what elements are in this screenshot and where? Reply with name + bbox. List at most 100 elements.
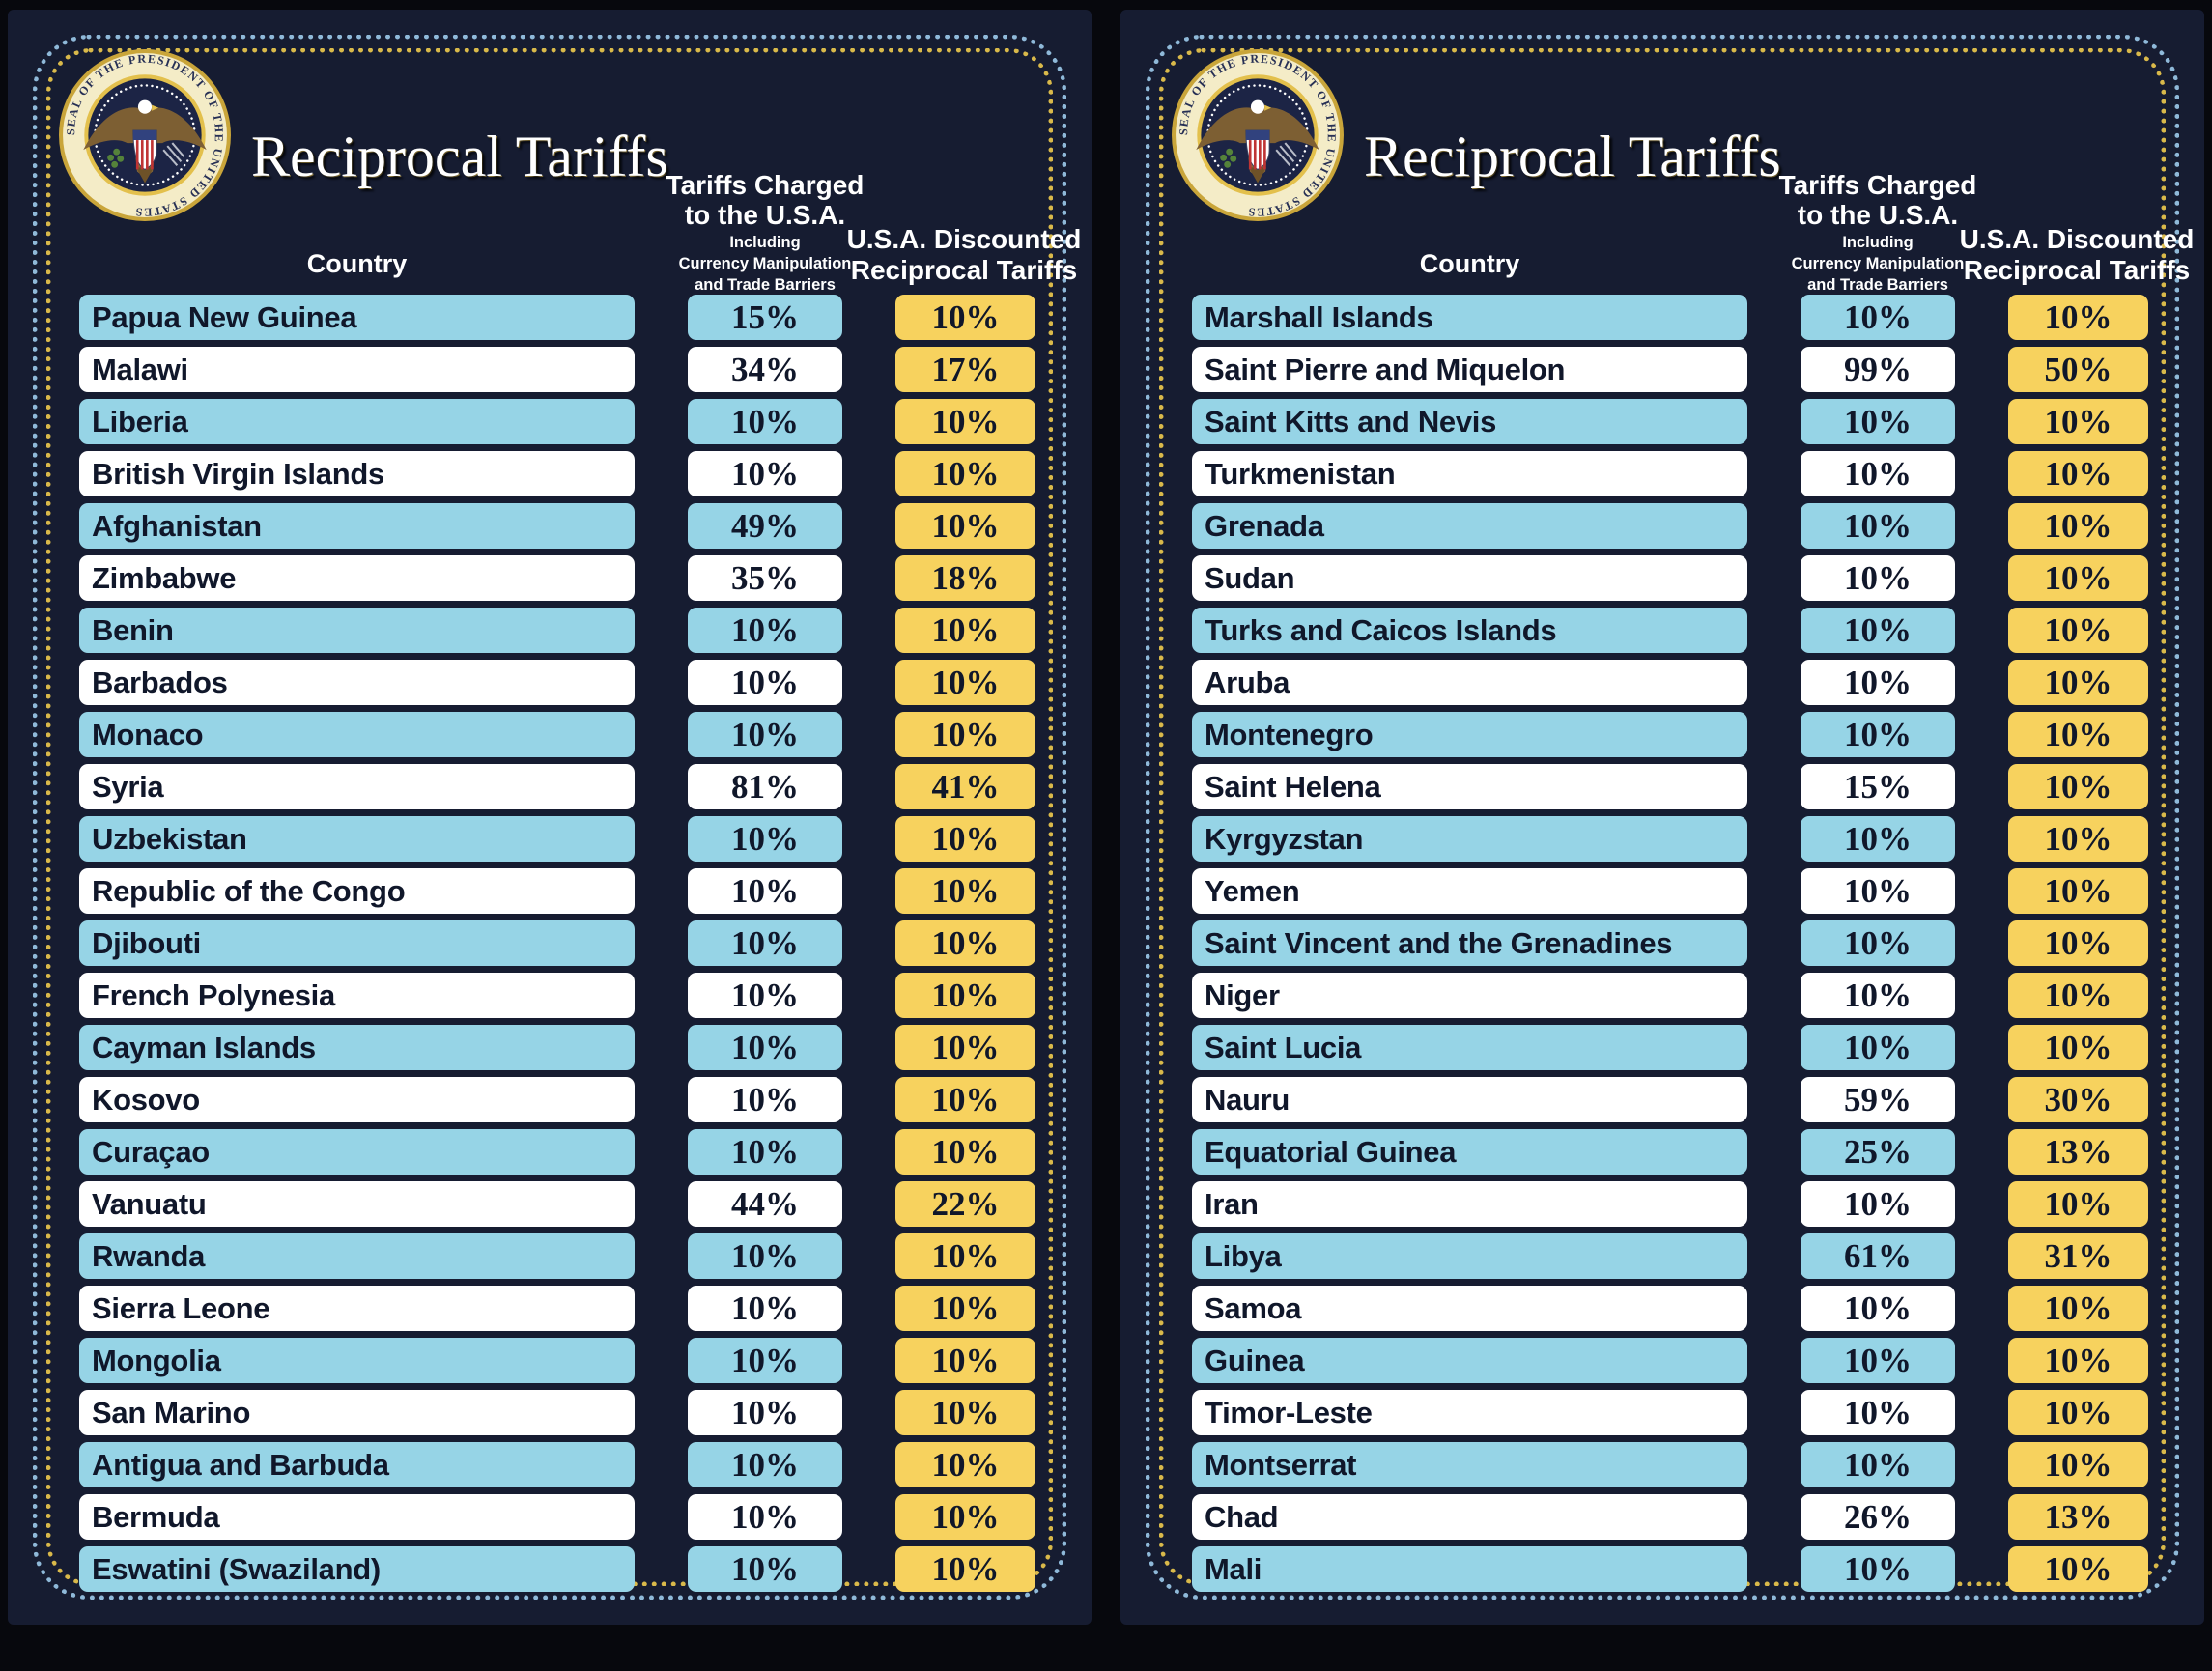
charged-cell: 10% (1801, 1025, 1955, 1070)
charged-value: 25% (1844, 1132, 1912, 1171)
country-label: Malawi (92, 352, 188, 386)
country-cell: Kyrgyzstan (1192, 816, 1747, 862)
table-row: Antigua and Barbuda 10% 10% (79, 1442, 1035, 1487)
discounted-cell: 17% (895, 347, 1035, 392)
table-row: Uzbekistan 10% 10% (79, 816, 1035, 862)
discounted-value: 10% (931, 1080, 1000, 1119)
discounted-value: 10% (931, 1028, 1000, 1066)
country-cell: Rwanda (79, 1233, 635, 1279)
charged-cell: 35% (688, 555, 842, 601)
discounted-cell: 10% (895, 1494, 1035, 1540)
country-label: Curaçao (92, 1134, 210, 1169)
discounted-value: 10% (931, 1236, 1000, 1275)
olive-branch-icon (1220, 148, 1237, 168)
charged-value: 44% (731, 1184, 799, 1223)
charged-cell: 61% (1801, 1233, 1955, 1279)
country-cell: Republic of the Congo (79, 868, 635, 914)
table-row: Djibouti 10% 10% (79, 920, 1035, 966)
eagle-icon (1196, 99, 1319, 184)
charged-cell: 10% (1801, 1338, 1955, 1383)
discounted-value: 10% (2044, 767, 2113, 806)
country-cell: Antigua and Barbuda (79, 1442, 635, 1487)
country-label: Sierra Leone (92, 1290, 270, 1325)
charged-cell: 10% (1801, 1442, 1955, 1487)
country-label: Saint Pierre and Miquelon (1205, 352, 1566, 386)
charged-value: 10% (1844, 1341, 1912, 1379)
table-row: Samoa 10% 10% (1192, 1286, 2148, 1331)
charged-cell: 10% (1801, 608, 1955, 653)
charged-value: 99% (1844, 350, 1912, 388)
charged-header-line1: Tariffs Charged (1778, 170, 1977, 200)
table-row: Montserrat 10% 10% (1192, 1442, 2148, 1487)
discounted-value: 10% (931, 663, 1000, 701)
discounted-value: 10% (2044, 297, 2113, 336)
table-row: Papua New Guinea 15% 10% (79, 295, 1035, 340)
discounted-cell: 10% (2008, 1442, 2148, 1487)
country-label: Cayman Islands (92, 1030, 316, 1064)
country-label: Eswatini (Swaziland) (92, 1551, 381, 1586)
discounted-cell: 10% (895, 1338, 1035, 1383)
tariff-table: Papua New Guinea 15% 10% Malawi 34% 17% … (79, 295, 1035, 1592)
country-cell: Saint Kitts and Nevis (1192, 399, 1747, 444)
table-row: Benin 10% 10% (79, 608, 1035, 653)
discounted-cell: 10% (895, 920, 1035, 966)
country-label: Djibouti (92, 925, 201, 960)
charged-cell: 10% (688, 816, 842, 862)
charged-cell: 59% (1801, 1077, 1955, 1122)
discounted-cell: 10% (895, 1442, 1035, 1487)
discounted-cell: 10% (895, 295, 1035, 340)
country-label: San Marino (92, 1395, 251, 1430)
country-cell: Iran (1192, 1181, 1747, 1227)
discounted-value: 10% (2044, 1289, 2113, 1327)
table-row: Aruba 10% 10% (1192, 660, 2148, 705)
charged-cell: 34% (688, 347, 842, 392)
table-row: Kyrgyzstan 10% 10% (1192, 816, 2148, 862)
discounted-cell: 10% (895, 1129, 1035, 1175)
country-cell: Afghanistan (79, 503, 635, 549)
tariff-table: Marshall Islands 10% 10% Saint Pierre an… (1192, 295, 2148, 1592)
country-cell: Saint Helena (1192, 764, 1747, 809)
charged-value: 10% (1844, 610, 1912, 649)
discounted-cell: 13% (2008, 1129, 2148, 1175)
country-cell: Sierra Leone (79, 1286, 635, 1331)
charged-cell: 15% (688, 295, 842, 340)
charged-value: 10% (1844, 923, 1912, 962)
charged-value: 10% (1844, 1549, 1912, 1588)
discounted-cell: 10% (2008, 816, 2148, 862)
country-label: Benin (92, 612, 174, 647)
country-cell: Timor-Leste (1192, 1390, 1747, 1435)
charged-cell: 26% (1801, 1494, 1955, 1540)
discounted-cell: 10% (2008, 1390, 2148, 1435)
discounted-value: 31% (2044, 1236, 2113, 1275)
charged-value: 10% (731, 1132, 799, 1171)
country-label: Kyrgyzstan (1205, 821, 1364, 856)
country-label: Timor-Leste (1205, 1395, 1373, 1430)
country-label: Liberia (92, 404, 188, 439)
country-cell: Equatorial Guinea (1192, 1129, 1747, 1175)
table-row: Curaçao 10% 10% (79, 1129, 1035, 1175)
country-label: Libya (1205, 1238, 1282, 1273)
charged-value: 59% (1844, 1080, 1912, 1119)
discounted-cell: 31% (2008, 1233, 2148, 1279)
country-label: Zimbabwe (92, 560, 237, 595)
discounted-value: 10% (2044, 1393, 2113, 1431)
charged-value: 34% (731, 350, 799, 388)
country-cell: San Marino (79, 1390, 635, 1435)
charged-value: 10% (731, 1080, 799, 1119)
charged-header-line1: Tariffs Charged (666, 170, 865, 200)
charged-value: 10% (1844, 297, 1912, 336)
discounted-value: 10% (2044, 1445, 2113, 1484)
country-cell: Mali (1192, 1546, 1747, 1592)
discounted-cell: 10% (895, 1233, 1035, 1279)
discounted-value: 10% (2044, 1184, 2113, 1223)
country-cell: Libya (1192, 1233, 1747, 1279)
discounted-cell: 10% (2008, 1286, 2148, 1331)
country-cell: Chad (1192, 1494, 1747, 1540)
table-row: Liberia 10% 10% (79, 399, 1035, 444)
charged-value: 10% (1844, 1184, 1912, 1223)
eagle-icon (83, 99, 207, 184)
discounted-cell: 10% (2008, 295, 2148, 340)
discounted-cell: 10% (895, 816, 1035, 862)
table-row: Nauru 59% 30% (1192, 1077, 2148, 1122)
country-cell: Malawi (79, 347, 635, 392)
